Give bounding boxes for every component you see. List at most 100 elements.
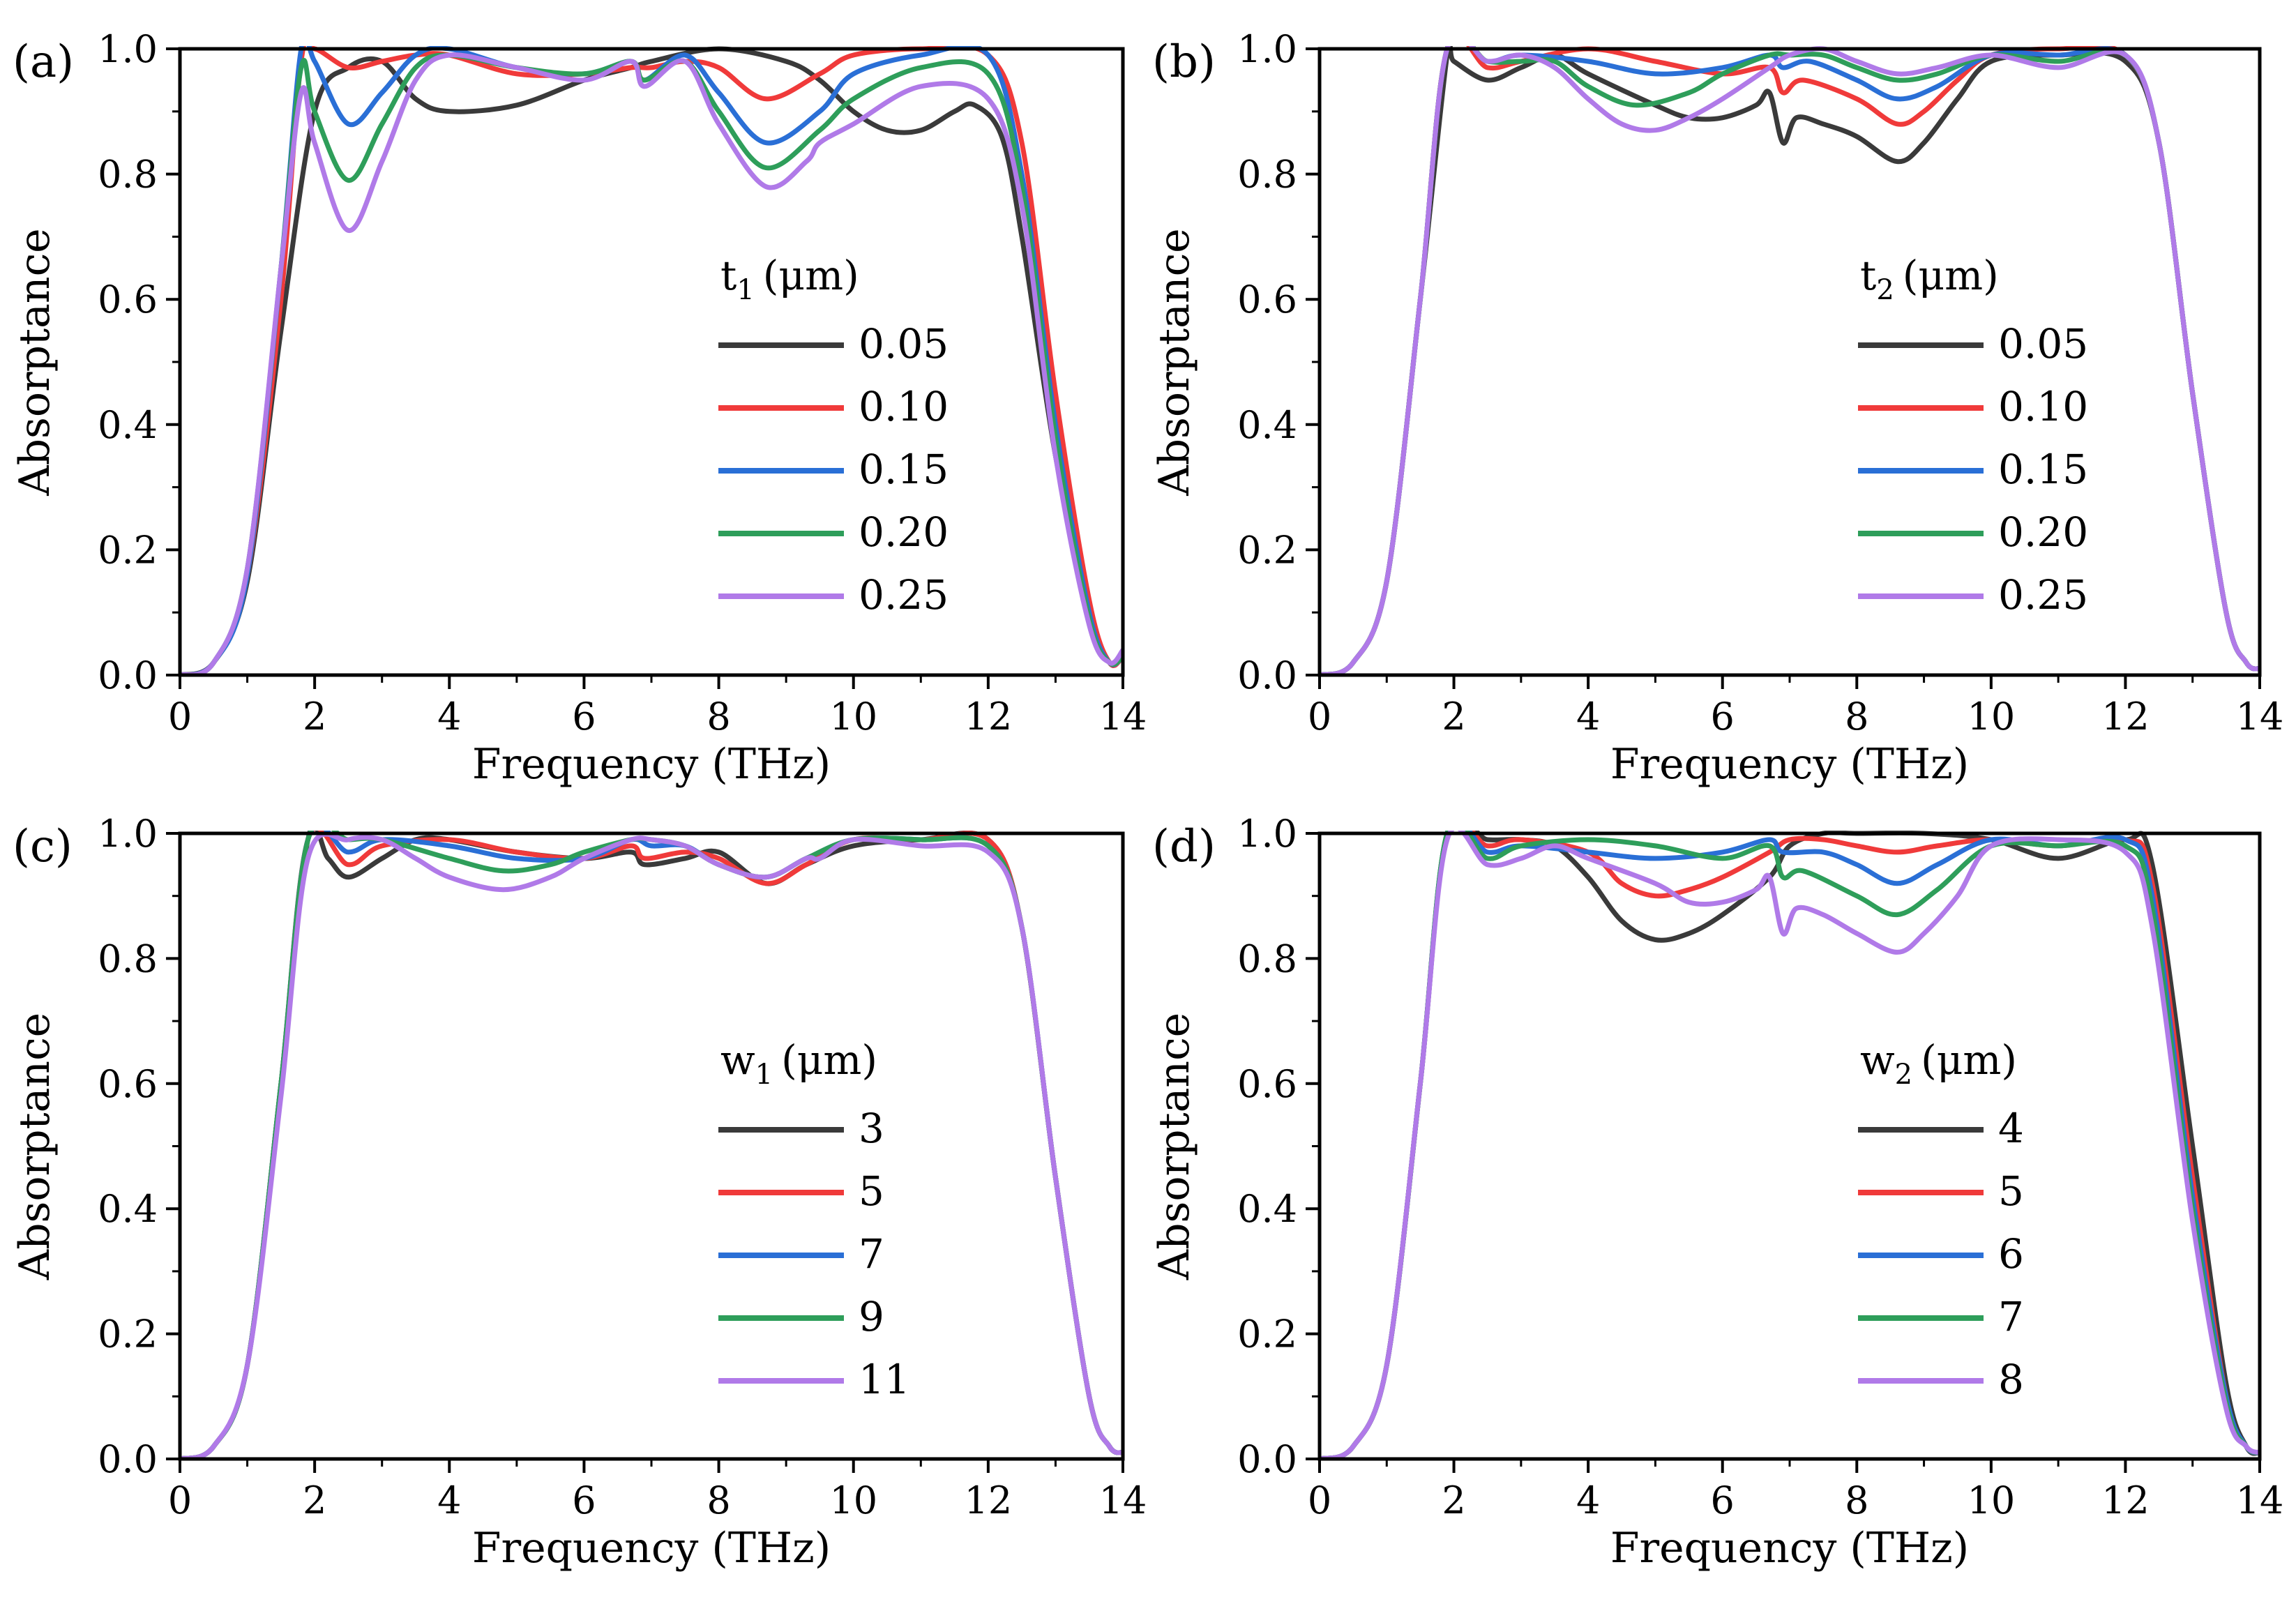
y-tick-label: 0.4	[98, 403, 158, 447]
y-tick-label: 0.8	[1237, 937, 1297, 981]
legend-title-var: w	[720, 1036, 755, 1084]
legend-title-unit: (μm)	[1903, 252, 1999, 299]
y-tick-label: 0.0	[98, 653, 158, 697]
legend-label: 0.10	[1998, 383, 2088, 430]
x-tick-label: 2	[1442, 1478, 1465, 1522]
plot-lines	[180, 46, 1123, 675]
y-tick-label: 0.6	[1237, 1062, 1297, 1106]
y-tick-label: 0.4	[98, 1187, 158, 1231]
y-tick-label: 0.2	[98, 1312, 158, 1356]
y-tick-label: 0.6	[98, 278, 158, 321]
x-tick-label: 4	[1576, 695, 1600, 739]
x-tick-label: 12	[964, 1478, 1012, 1522]
series-line	[1320, 831, 2260, 1459]
series-line	[180, 52, 1123, 675]
x-tick-label: 0	[1308, 1478, 1331, 1522]
y-tick-label: 0.6	[1237, 278, 1297, 321]
y-tick-label: 0.8	[98, 937, 158, 981]
series-line	[180, 831, 1123, 1459]
chart-panel: 0 2 4 6 8 10 12 14 0.0 0.2 0.4 0.6 0.8 1.0 Frequency (…	[10, 812, 1147, 1573]
legend-label: 0.20	[1998, 508, 2088, 556]
legend-title: t2 (μm)	[1860, 252, 1999, 306]
legend-title: w1 (μm)	[720, 1036, 877, 1091]
legend-label: 0.25	[1998, 571, 2088, 619]
x-tick-label: 12	[2101, 1478, 2150, 1522]
x-tick-label: 4	[1576, 1478, 1600, 1522]
x-tick-label: 14	[1099, 695, 1147, 739]
x-tick-label: 6	[572, 1478, 596, 1522]
series-line	[180, 831, 1123, 1459]
legend-title-subscript: 1	[737, 274, 754, 306]
series-line	[1320, 46, 2260, 675]
legend-label: 0.15	[859, 446, 949, 493]
y-tick-label: 0.0	[98, 1437, 158, 1481]
legend-title-var: t	[1860, 252, 1876, 299]
y-axis-title: Absorptance	[1150, 228, 1199, 496]
legend-label: 4	[1998, 1105, 2024, 1152]
x-tick-label: 0	[1308, 695, 1331, 739]
plot-lines	[1320, 831, 2260, 1459]
chart-panel: 0 2 4 6 8 10 12 14 0.0 0.2 0.4 0.6 0.8 1.0 Frequency (…	[10, 27, 1147, 789]
legend-label: 5	[1998, 1167, 2024, 1215]
legend-label: 9	[859, 1293, 884, 1340]
legend-label: 8	[1998, 1356, 2024, 1403]
x-tick-label: 12	[2101, 695, 2150, 739]
legend-title-unit: (μm)	[763, 252, 859, 299]
series-line	[180, 831, 1123, 1459]
y-axis-title: Absorptance	[10, 1013, 59, 1280]
x-tick-label: 2	[1442, 695, 1465, 739]
x-tick-label: 10	[829, 695, 877, 739]
legend-label: 0.25	[859, 571, 949, 619]
y-tick-label: 0.6	[98, 1062, 158, 1106]
legend-label: 3	[859, 1105, 884, 1152]
series-line	[180, 831, 1123, 1459]
y-tick-label: 0.0	[1237, 653, 1297, 697]
x-tick-label: 0	[168, 1478, 192, 1522]
chart-panel: 0 2 4 6 8 10 12 14 0.0 0.2 0.4 0.6 0.8 1.0 Frequency (…	[1150, 27, 2283, 789]
y-tick-label: 0.8	[1237, 153, 1297, 197]
x-tick-label: 8	[707, 695, 730, 739]
x-tick-label: 10	[1967, 695, 2015, 739]
x-tick-label: 10	[1967, 1478, 2015, 1522]
legend-title-subscript: 2	[1895, 1059, 1912, 1091]
plot-frame	[1317, 47, 2262, 677]
plot-lines	[1320, 46, 2260, 675]
y-tick-label: 0.0	[1237, 1437, 1297, 1481]
panel-label: (a)	[13, 36, 74, 88]
y-axis-title: Absorptance	[10, 228, 59, 496]
x-axis-title: Frequency (THz)	[1610, 1524, 1969, 1573]
legend-label: 5	[859, 1167, 884, 1215]
legend-label: 7	[1998, 1293, 2024, 1340]
x-tick-label: 14	[1099, 1478, 1147, 1522]
y-tick-label: 1.0	[1237, 27, 1297, 71]
legend: w2 (μm) 4 5 6 7 8	[1858, 1036, 2024, 1403]
legend-label: 6	[1998, 1230, 2024, 1278]
legend: w1 (μm) 3 5 7 9 11	[718, 1036, 910, 1403]
x-tick-label: 0	[168, 695, 192, 739]
legend-label: 0.10	[859, 383, 949, 430]
x-tick-label: 6	[572, 695, 596, 739]
y-tick-label: 0.4	[1237, 403, 1297, 447]
legend-label: 0.20	[859, 508, 949, 556]
y-tick-label: 0.2	[1237, 1312, 1297, 1356]
legend-label: 0.05	[1998, 320, 2088, 368]
panel-label: (c)	[13, 821, 73, 872]
series-line	[180, 46, 1123, 675]
plot-lines	[180, 831, 1123, 1459]
legend-title-subscript: 1	[755, 1059, 773, 1091]
x-tick-label: 6	[1711, 695, 1735, 739]
y-axis-title: Absorptance	[1150, 1013, 1199, 1280]
y-tick-label: 0.2	[98, 528, 158, 572]
x-tick-label: 2	[303, 1478, 326, 1522]
plot-frame	[178, 831, 1125, 1461]
legend-label: 7	[859, 1230, 884, 1278]
x-tick-label: 12	[964, 695, 1012, 739]
chart-panel: 0 2 4 6 8 10 12 14 0.0 0.2 0.4 0.6 0.8 1.0 Frequency (…	[1150, 812, 2283, 1573]
panel-label: (b)	[1152, 36, 1216, 88]
x-axis-title: Frequency (THz)	[472, 1524, 831, 1573]
series-line	[1320, 831, 2260, 1459]
series-line	[1320, 46, 2260, 675]
panel-label: (d)	[1152, 821, 1216, 872]
x-tick-label: 14	[2236, 695, 2284, 739]
legend-label: 0.15	[1998, 446, 2088, 493]
